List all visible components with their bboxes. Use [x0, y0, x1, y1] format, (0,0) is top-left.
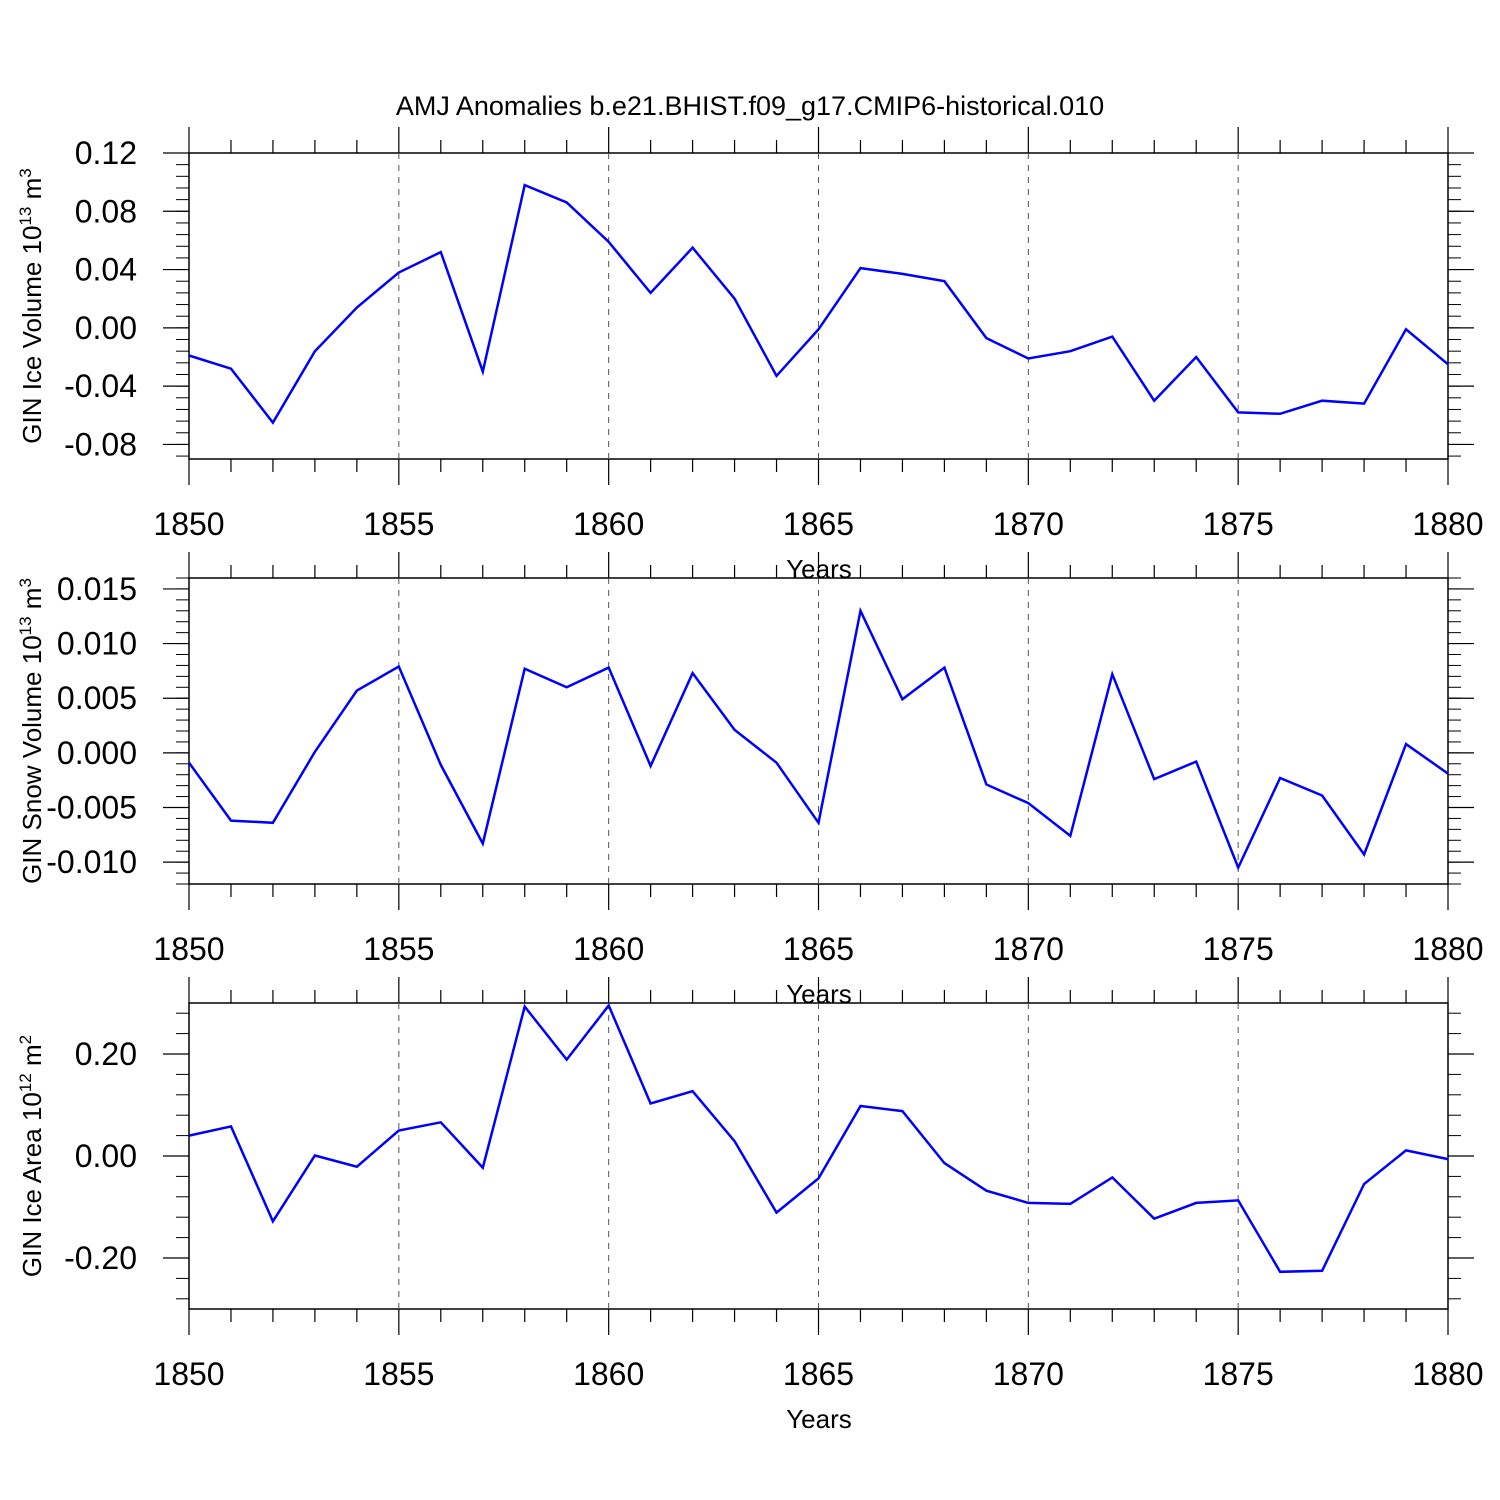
y-axis-title-text: GIN Snow Volume 10	[17, 635, 47, 884]
y-tick-label: 0.20	[75, 1036, 137, 1072]
panel-2: 1850 1855 1860 1865 1870 1875 1880 0.015 0.010 0.…	[16, 552, 1484, 1009]
x-tick-label: 1865	[783, 1356, 854, 1392]
y-axis-title: GIN Snow Volume 1013 m3	[16, 578, 47, 884]
series-line-1	[188, 183, 1449, 425]
y-axis-title-text: GIN Ice Area 10	[17, 1092, 47, 1277]
x-tick-label: 1865	[783, 506, 854, 542]
y-tick-label: 0.010	[57, 626, 137, 662]
panel-1: 1850 1855 1860 1865 1870 1875 1880 0.12 0.08 0.04…	[16, 127, 1484, 584]
x-tick-label: 1855	[363, 506, 434, 542]
y-axis-title-exponent: 13	[16, 207, 35, 226]
x-tick-label: 1870	[993, 1356, 1064, 1392]
y-tick-label: 0.04	[75, 252, 137, 288]
x-tick-label: 1875	[1203, 931, 1274, 967]
x-tick-label: 1860	[573, 1356, 644, 1392]
y-tick-label: -0.005	[46, 790, 137, 826]
y-axis-title: GIN Ice Area 1012 m2	[16, 1035, 47, 1277]
y-axis-title-text: m	[17, 1044, 47, 1073]
y-tick-label: -0.04	[64, 368, 137, 404]
y-tick-label: -0.20	[64, 1240, 137, 1276]
y-axis-title-exponent: 3	[16, 168, 35, 177]
x-axis-title: Years	[786, 1404, 852, 1434]
y-axis-title-text: GIN Ice Volume 10	[17, 226, 47, 444]
y-tick-label: -0.08	[64, 426, 137, 462]
x-tick-label: 1875	[1203, 506, 1274, 542]
y-axis-title: GIN Ice Volume 1013 m3	[16, 168, 47, 444]
y-tick-label: 0.12	[75, 135, 137, 171]
panel-3: 1850 1855 1860 1865 1870 1875 1880 0.20 0.00 -0.2…	[16, 977, 1484, 1434]
y-tick-label: 0.08	[75, 193, 137, 229]
x-tick-label: 1870	[993, 931, 1064, 967]
y-tick-label: 0.005	[57, 680, 137, 716]
figure-title: AMJ Anomalies b.e21.BHIST.f09_g17.CMIP6-…	[396, 91, 1104, 121]
x-tick-label: 1875	[1203, 1356, 1274, 1392]
panels: 1850 1855 1860 1865 1870 1875 1880 0.12 0.08 0.04…	[16, 127, 1484, 1434]
x-tick-label: 1870	[993, 506, 1064, 542]
x-tick-label: 1880	[1412, 506, 1483, 542]
y-axis-title-exponent: 13	[16, 616, 35, 635]
x-tick-label: 1850	[153, 506, 224, 542]
y-tick-label: 0.015	[57, 571, 137, 607]
x-tick-label: 1880	[1412, 931, 1483, 967]
y-axis-title-text: m	[17, 588, 47, 617]
y-axis-title-exponent: 12	[16, 1073, 35, 1092]
x-tick-label: 1855	[363, 931, 434, 967]
y-axis-title-text: m	[17, 178, 47, 207]
x-tick-label: 1850	[153, 1356, 224, 1392]
y-axis-title-exponent: 3	[16, 578, 35, 587]
series-line-1	[187, 606, 1449, 871]
x-tick-label: 1855	[363, 1356, 434, 1392]
y-tick-label: -0.010	[46, 844, 137, 880]
x-tick-label: 1860	[573, 506, 644, 542]
x-tick-label: 1865	[783, 931, 854, 967]
series-line-1	[188, 1003, 1449, 1274]
y-tick-label: 0.000	[57, 735, 137, 771]
y-axis-title-exponent: 2	[16, 1035, 35, 1044]
x-tick-label: 1860	[573, 931, 644, 967]
y-tick-label: 0.00	[75, 310, 137, 346]
x-tick-label: 1880	[1412, 1356, 1483, 1392]
x-tick-label: 1850	[153, 931, 224, 967]
y-tick-label: 0.00	[75, 1138, 137, 1174]
